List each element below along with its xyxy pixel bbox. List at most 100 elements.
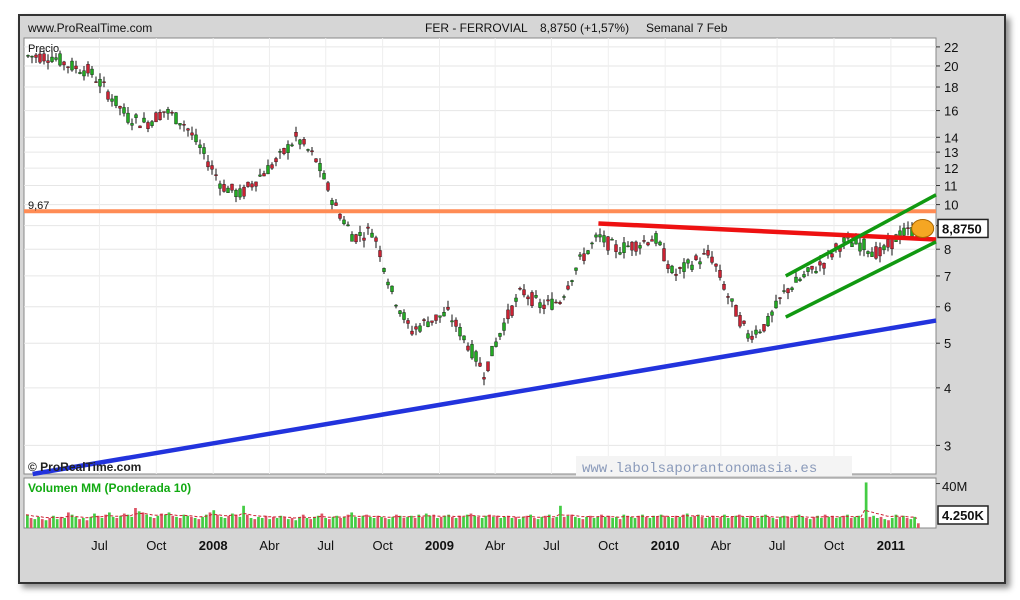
candle-up bbox=[166, 109, 170, 114]
candle-up bbox=[858, 242, 862, 252]
volume-bar bbox=[864, 482, 868, 528]
candle-up bbox=[622, 242, 626, 253]
volume-bar bbox=[913, 516, 916, 528]
candle-up bbox=[866, 251, 870, 254]
candle-down bbox=[74, 65, 78, 70]
candle-down bbox=[118, 105, 122, 109]
candle-up bbox=[58, 53, 62, 66]
volume-bar bbox=[380, 516, 383, 528]
price-tick-label: 14 bbox=[944, 130, 958, 145]
volume-bar bbox=[618, 519, 622, 528]
volume-bar bbox=[726, 518, 730, 528]
volume-bar bbox=[883, 519, 887, 528]
candle-down bbox=[662, 248, 666, 262]
volume-bar bbox=[801, 516, 805, 528]
volume-bar bbox=[264, 515, 268, 528]
volume-bar bbox=[853, 516, 857, 528]
candle-up bbox=[790, 287, 794, 290]
candle-down bbox=[818, 261, 822, 266]
chart-svg: www.ProRealTime.com FER - FERROVIAL 8,87… bbox=[20, 16, 1004, 553]
volume-bar bbox=[499, 518, 503, 528]
candle-down bbox=[706, 250, 710, 256]
volume-bar bbox=[700, 516, 704, 528]
volume-bar bbox=[532, 518, 536, 528]
candle-up bbox=[202, 147, 206, 154]
candle-down bbox=[714, 263, 718, 267]
candle-down bbox=[414, 326, 418, 330]
volume-bar bbox=[115, 518, 119, 528]
volume-bar bbox=[234, 514, 238, 528]
watermark-right[interactable]: www.labolsaporantonomasia.es bbox=[582, 461, 817, 477]
candle-down bbox=[242, 186, 246, 197]
candle-up bbox=[150, 121, 154, 126]
candle-down bbox=[334, 202, 338, 206]
price-tick-label: 22 bbox=[944, 40, 958, 55]
volume-bar bbox=[581, 519, 585, 528]
volume-bar bbox=[816, 515, 820, 528]
volume-bar bbox=[219, 516, 223, 528]
candle-up bbox=[774, 300, 778, 309]
candle-down bbox=[650, 239, 654, 242]
last-volume-label: 4.250K bbox=[942, 508, 985, 523]
volume-bar bbox=[402, 518, 406, 528]
candle-up bbox=[346, 224, 350, 227]
volume-bar bbox=[894, 514, 898, 528]
volume-bar bbox=[406, 516, 409, 528]
site-label[interactable]: www.ProRealTime.com bbox=[27, 21, 152, 35]
volume-bar bbox=[309, 519, 313, 528]
volume-bar bbox=[831, 515, 834, 528]
volume-bar bbox=[313, 516, 316, 528]
volume-bar bbox=[398, 515, 402, 528]
candle-down bbox=[378, 250, 382, 258]
candle-down bbox=[542, 304, 546, 309]
volume-bar bbox=[346, 514, 350, 528]
volume-bar bbox=[376, 515, 380, 528]
price-grid bbox=[24, 38, 936, 474]
volume-bar bbox=[775, 519, 779, 528]
volume-bar bbox=[465, 514, 469, 528]
volume-bar bbox=[682, 514, 685, 528]
volume-bar bbox=[566, 515, 570, 528]
time-axis: Jul Oct 2008 Abr Jul Oct 2009 Abr Jul Oct 2010 Abr J… bbox=[91, 538, 905, 553]
candle-down bbox=[454, 319, 458, 327]
volume-bar bbox=[711, 515, 715, 528]
volume-bar bbox=[324, 518, 327, 528]
volume-bar bbox=[450, 516, 454, 528]
volume-bar bbox=[37, 516, 40, 528]
volume-bar bbox=[134, 508, 137, 528]
volume-bar bbox=[719, 516, 723, 528]
candle-up bbox=[758, 331, 762, 334]
candle-down bbox=[710, 256, 714, 263]
volume-bar bbox=[842, 515, 846, 528]
candle-down bbox=[146, 122, 150, 129]
candle-down bbox=[518, 288, 522, 290]
volume-bar bbox=[108, 512, 111, 528]
candle-up bbox=[850, 242, 854, 248]
volume-bar bbox=[626, 515, 629, 528]
volume-bar bbox=[607, 515, 611, 528]
volume-bar bbox=[559, 505, 562, 528]
candle-up bbox=[682, 262, 686, 272]
volume-bar bbox=[648, 518, 652, 528]
candle-up bbox=[322, 173, 326, 180]
price-tick-label: 4 bbox=[944, 381, 951, 396]
candle-down bbox=[230, 183, 234, 191]
candle-up bbox=[610, 239, 614, 241]
price-tick-label: 16 bbox=[944, 104, 958, 119]
volume-moving-average bbox=[25, 509, 918, 519]
candle-down bbox=[338, 213, 342, 219]
candle-up bbox=[438, 315, 442, 318]
candle-up bbox=[562, 296, 566, 298]
candle-down bbox=[614, 244, 618, 252]
volume-bar bbox=[786, 516, 790, 528]
candle-up bbox=[402, 312, 406, 320]
volume-bar bbox=[242, 505, 245, 528]
candle-up bbox=[70, 60, 74, 71]
volume-bar bbox=[708, 516, 711, 528]
volume-bar bbox=[316, 515, 320, 528]
volume-bar bbox=[149, 516, 152, 528]
volume-bar bbox=[443, 515, 447, 528]
candle-up bbox=[178, 123, 182, 126]
last-price-marker bbox=[911, 218, 935, 238]
volume-bar bbox=[361, 515, 365, 528]
